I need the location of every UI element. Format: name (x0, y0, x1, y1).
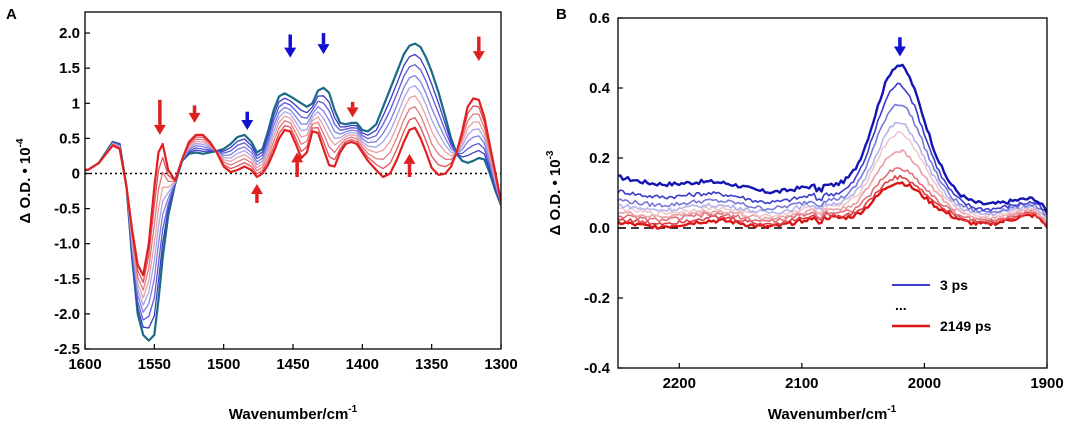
panel-b-x-ticks: 2200 2100 2000 1900 (663, 363, 1064, 392)
panel-a-arrow-up-icon (346, 107, 359, 118)
panel-b-y-axis-title: Δ O.D. • 10-3 (545, 150, 564, 235)
panel-a-x-ticks: 1600 1550 1500 1450 1400 1350 1300 (68, 344, 518, 373)
panel-b-series-line-2 (618, 82, 1047, 215)
panel-a-y-tick-label: 1 (72, 95, 80, 112)
panel-a-y-tick-label: 0.5 (59, 130, 80, 147)
panel-b-y-tick-label: -0.2 (584, 290, 610, 307)
panel-a-series-line-2 (85, 53, 501, 329)
panel-a-x-tick-label: 1400 (346, 356, 379, 373)
panel-b-series-line-1 (618, 63, 1047, 213)
panel-b-y-tick-label: 0.6 (589, 10, 610, 27)
panel-a-arrow-up-icon (472, 51, 485, 62)
panel-a-series-line-1 (85, 42, 501, 342)
panel-a-arrow-up-icon (153, 124, 166, 135)
panel-a-x-tick-label: 1300 (484, 356, 517, 373)
panel-a-arrow-down-icon (241, 119, 254, 130)
panel-a-y-tick-label: -2.5 (54, 341, 80, 358)
panel-a: A 2.0 1.5 1 0.5 0 -0.5 -1.0 -1.5 -2.0 -2.5 1600 15… (6, 6, 518, 423)
panel-b-x-tick-label: 1900 (1030, 375, 1063, 392)
panel-b-series-group (618, 63, 1047, 230)
panel-a-y-axis-title: Δ O.D. • 10-4 (15, 138, 34, 223)
legend-label-last: 2149 ps (940, 318, 992, 334)
panel-a-series-line-8 (85, 105, 501, 284)
panel-b-series-line-5 (618, 131, 1047, 220)
legend-ellipsis: ... (895, 297, 907, 313)
panel-a-y-tick-label: 1.5 (59, 60, 80, 77)
panel-a-arrow-down-icon (317, 44, 330, 55)
panel-a-arrow-up-icon (188, 112, 201, 123)
panel-a-series-line-9 (85, 97, 501, 277)
panel-b-legend: 3 ps ... 2149 ps (892, 277, 992, 334)
panel-b: B 0.60.40.20.0-0.2-0.4 2200 2100 2000 1900 … (545, 6, 1064, 423)
legend-label-first: 3 ps (940, 277, 968, 293)
panel-b-series-line-3 (618, 103, 1047, 216)
panel-a-arrow-up-icon (403, 153, 416, 164)
panel-b-series-line-8 (618, 174, 1047, 227)
panel-a-series-line-3 (85, 64, 501, 321)
panel-b-x-tick-label: 2000 (908, 375, 941, 392)
panel-b-y-ticks: 0.6 0.4 0.2 0.0 -0.2 -0.4 (584, 10, 623, 377)
panel-a-series-line-4 (85, 74, 501, 313)
panel-a-series-line-5 (85, 85, 501, 306)
panel-a-series-line-6 (85, 95, 501, 299)
panel-b-frame (617, 17, 1048, 369)
panel-b-series-line-6 (618, 148, 1047, 224)
panel-b-x-tick-label: 2200 (663, 375, 696, 392)
panel-b-arrow-down-icon (893, 46, 906, 57)
panel-b-x-axis-title: Wavenumber/cm-1 (768, 404, 897, 423)
panel-a-series-line-7 (85, 106, 501, 291)
panel-a-y-tick-label: 0 (72, 165, 80, 182)
panel-b-x-tick-label: 2100 (785, 375, 818, 392)
panel-a-plot-area (85, 33, 501, 342)
panel-a-y-tick-label: -1.0 (54, 236, 80, 253)
panel-a-x-tick-label: 1350 (415, 356, 448, 373)
panel-a-x-tick-label: 1500 (207, 356, 240, 373)
panel-b-y-tick-label: -0.4 (584, 360, 611, 377)
panel-a-y-tick-label: -1.5 (54, 271, 80, 288)
panel-a-frame (84, 11, 502, 350)
panel-b-plot-area (618, 37, 1047, 230)
panel-b-series-line-4 (618, 121, 1047, 220)
panel-a-arrow-down-icon (284, 47, 297, 58)
panel-b-label: B (556, 6, 567, 23)
panel-b-arrows (893, 37, 906, 57)
panel-a-y-tick-label: -0.5 (54, 201, 80, 218)
panel-a-series-group (85, 42, 501, 342)
panel-b-y-tick-label: 0.0 (589, 220, 610, 237)
panel-a-x-tick-label: 1450 (276, 356, 309, 373)
panel-a-y-tick-label: -2.0 (54, 306, 80, 323)
panel-a-label: A (6, 6, 17, 23)
panel-a-y-tick-label: 2.0 (59, 25, 80, 42)
panel-a-x-axis-title: Wavenumber/cm-1 (229, 404, 358, 423)
panel-a-arrow-up-icon (250, 184, 263, 195)
panel-a-x-tick-label: 1600 (68, 356, 101, 373)
panel-a-arrow-up-icon (291, 152, 304, 163)
panel-b-y-tick-label: 0.4 (589, 80, 611, 97)
panel-a-arrows (153, 33, 485, 203)
panel-a-x-tick-label: 1550 (138, 356, 171, 373)
panel-b-y-tick-label: 0.2 (589, 150, 610, 167)
panel-a-y-ticks: 2.0 1.5 1 0.5 0 -0.5 -1.0 -1.5 -2.0 -2.5 (54, 25, 90, 358)
